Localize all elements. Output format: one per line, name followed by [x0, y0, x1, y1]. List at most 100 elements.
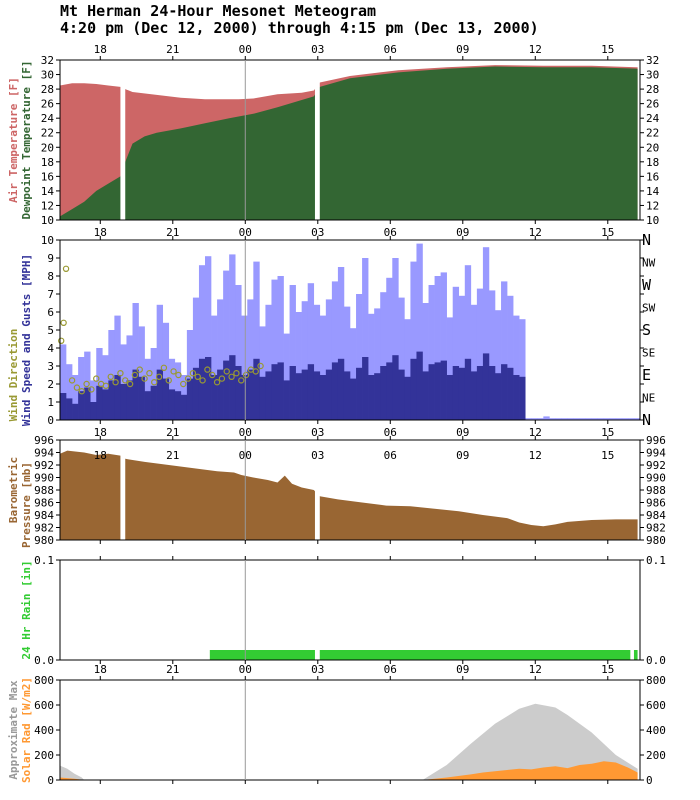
pressure-ytick-label-right: 996: [646, 434, 666, 447]
wind-bottom-hour-label: 03: [311, 426, 324, 439]
wind-direction-point: [88, 386, 95, 393]
pressure-ytick-label-left: 986: [34, 497, 54, 510]
wind-direction-point: [136, 366, 143, 373]
temperature-ytick-label-left: 30: [41, 69, 54, 82]
pressure-area: [60, 450, 638, 540]
wind-gust-bar: [585, 418, 592, 420]
wind-direction-point: [189, 370, 197, 377]
wind-gust-bar: [66, 364, 73, 420]
temperature-ytick-label-left: 20: [41, 141, 54, 154]
wind-direction-label: NW: [642, 257, 656, 270]
temperature-bottom-hour-label: 21: [166, 226, 179, 239]
pressure-axis-label-1: Barometric: [7, 457, 20, 523]
wind-gust-bar: [350, 328, 357, 420]
wind-gust-bar: [126, 335, 133, 420]
temperature-top-hour-label: 03: [311, 43, 324, 56]
solar-top-hour-label: 15: [601, 663, 614, 676]
temperature-bottom-hour-label: 03: [311, 226, 324, 239]
wind-speed-bar: [277, 362, 284, 420]
wind-gust-bar: [579, 418, 586, 420]
wind-speed-bar: [434, 362, 441, 420]
wind-speed-bar: [247, 369, 254, 420]
wind-speed-bar: [428, 364, 435, 420]
wind-gust-bar: [476, 288, 484, 420]
temperature-top-hour-label: 06: [384, 43, 397, 56]
wind-gust-bar: [186, 330, 194, 420]
wind-gust-bar: [488, 290, 496, 420]
pressure-inner-hour-label: 00: [239, 449, 252, 462]
wind-speed-bar: [162, 378, 170, 420]
wind-ytick-label-left: 8: [47, 270, 54, 283]
wind-gust-bar: [416, 243, 423, 420]
wind-speed-bar: [464, 358, 472, 420]
wind-gust-bar: [150, 348, 157, 420]
wind-speed-bar: [482, 353, 490, 420]
wind-speed-bar: [301, 369, 309, 420]
wind-gust-bar: [198, 265, 206, 420]
wind-speed-bar: [211, 375, 218, 420]
temperature-bottom-hour-label: 15: [601, 226, 614, 239]
wind-gust-bar: [343, 306, 351, 420]
wind-direction-label: W: [642, 276, 652, 294]
wind-direction-point: [112, 379, 119, 386]
wind-speed-bar: [470, 371, 478, 420]
wind-gust-bar: [247, 299, 254, 420]
wind-gust-bar: [422, 303, 429, 420]
pressure-panel-frame: [59, 439, 641, 541]
temperature-ytick-label-right: 10: [646, 214, 659, 227]
wind-speed-bar: [392, 355, 399, 420]
wind-gust-bar: [362, 258, 369, 420]
wind-speed-bar: [307, 364, 315, 420]
wind-speed-bar: [259, 376, 266, 420]
wind-gust-bar: [567, 418, 574, 420]
pressure-inner-hour-label: 18: [94, 449, 107, 462]
temperature-ytick-label-right: 12: [646, 199, 659, 212]
wind-speed-bar: [102, 389, 109, 420]
wind-direction-label: E: [642, 366, 651, 384]
temperature-ytick-label-right: 22: [646, 127, 659, 140]
wind-speed-bar: [90, 402, 97, 420]
wind-direction-point: [170, 368, 177, 375]
pressure-ytick-label-left: 994: [34, 447, 54, 460]
wind-speed-bar: [380, 366, 387, 420]
pressure-inner-hour-label: 06: [384, 449, 397, 462]
wind-gust-bar: [404, 319, 411, 420]
meteogram-title: Mt Herman 24-Hour Mesonet Meteogram 4:20…: [60, 3, 539, 37]
pressure-ytick-label-right: 994: [646, 447, 666, 460]
wind-panel-frame: [59, 239, 641, 421]
pressure-ytick-label-left: 984: [34, 509, 54, 522]
wind-direction-point: [209, 371, 216, 379]
wind-speed-bar: [319, 375, 327, 420]
wind-gust-bar: [283, 333, 290, 420]
wind-speed-bar: [271, 364, 278, 420]
wind-direction-label: NE: [642, 392, 655, 405]
wind-gust-bar: [434, 276, 441, 420]
wind-ytick-label-left: 3: [47, 360, 54, 373]
temperature-ytick-label-right: 28: [646, 83, 659, 96]
wind-gust-bar: [525, 418, 532, 420]
wind-speed-bar: [386, 362, 393, 420]
wind-speed-bar: [495, 373, 502, 420]
wind-speed-bar: [78, 391, 85, 420]
wind-direction-label: S: [642, 321, 651, 339]
wind-gust-bar: [138, 326, 145, 420]
wind-direction-point: [73, 384, 81, 391]
wind-direction-point: [233, 370, 240, 377]
wind-gust-bar: [162, 322, 170, 420]
wind-speed-bar: [350, 378, 357, 420]
solar-axis-label: Solar Rad [W/m2]: [20, 677, 33, 783]
pressure-ytick-label-right: 982: [646, 522, 666, 535]
temperature-ytick-label-left: 32: [41, 54, 54, 67]
wind-bottom-hour-label: 09: [456, 426, 469, 439]
temperature-data-gap: [314, 61, 320, 220]
wind-gust-bar: [543, 416, 550, 420]
pressure-inner-hour-label: 12: [529, 449, 542, 462]
wind-direction-point: [257, 362, 264, 370]
wind-speed-bar: [422, 371, 429, 420]
wind-speed-bar: [398, 369, 405, 420]
temperature-ytick-label-left: 10: [41, 214, 54, 227]
wind-speed-bar: [476, 366, 484, 420]
wind-gust-bar: [428, 285, 435, 420]
wind-speed-bar: [440, 360, 447, 420]
